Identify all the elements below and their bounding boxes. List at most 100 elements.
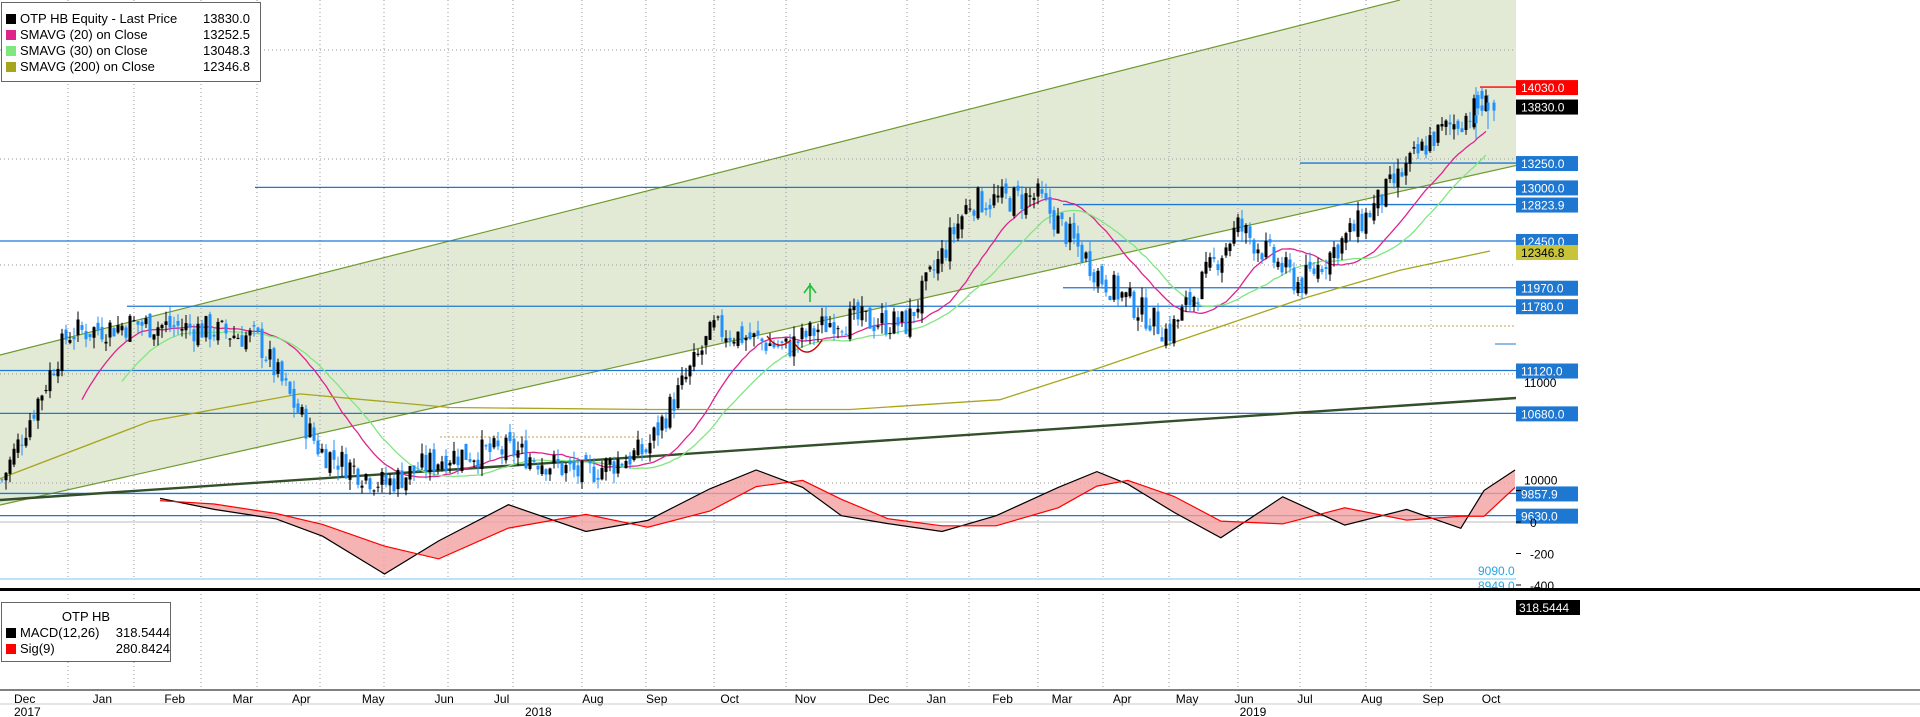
candle-body: [188, 323, 192, 328]
candle-body: [960, 216, 964, 230]
level-label: 9630.0: [1521, 510, 1558, 524]
level-label-last-bg: [1516, 99, 1578, 115]
candle-body: [1336, 244, 1340, 259]
candle-body: [1264, 240, 1268, 258]
candle-body: [56, 368, 60, 377]
candle-body: [652, 427, 656, 441]
candle-body: [1128, 288, 1132, 297]
candle-body: [20, 444, 24, 446]
candle-body: [1268, 239, 1272, 243]
candle-body: [1004, 183, 1008, 194]
candle-body: [16, 439, 20, 453]
candle-body: [1388, 174, 1392, 180]
candle-body: [152, 334, 156, 340]
candle-body: [300, 407, 304, 415]
candle-body: [1484, 95, 1488, 111]
candle-body: [1452, 124, 1456, 130]
candle-body: [1208, 257, 1212, 268]
x-month-label: Mar: [1052, 692, 1073, 706]
candle-body: [1474, 115, 1478, 124]
candle-body: [868, 307, 872, 329]
level-label-bg: [1516, 363, 1578, 379]
axis-background: [1516, 0, 1920, 590]
moving-averages: [0, 130, 1491, 480]
candle-body: [28, 420, 32, 438]
candle-body: [1132, 291, 1136, 319]
candle-body: [1476, 95, 1480, 109]
candle-body: [736, 331, 740, 346]
legend-swatch: [6, 62, 16, 72]
candle-body: [1448, 122, 1452, 125]
candle-body: [1400, 172, 1404, 177]
candle-body: [268, 349, 272, 360]
candle-body: [348, 462, 352, 480]
candle-body: [1124, 292, 1128, 298]
candle-body: [524, 440, 528, 469]
candle-body: [296, 403, 300, 413]
candle-body: [1420, 141, 1424, 151]
candle-body: [784, 338, 788, 342]
candle-body: [1160, 337, 1164, 342]
candle-body: [248, 330, 252, 336]
candle-body: [240, 335, 244, 347]
candle-body: [264, 359, 268, 361]
candle-body: [540, 465, 544, 475]
level-label: 11780.0: [1521, 300, 1564, 314]
macd-legend-label: MACD(12,26): [20, 625, 100, 640]
candle-body: [92, 327, 96, 338]
candle-body: [484, 445, 488, 447]
candle-body: [1486, 102, 1490, 111]
candle-body: [388, 478, 392, 486]
candle-body: [60, 333, 64, 371]
candle-body: [776, 345, 780, 347]
candle-body: [920, 280, 924, 314]
candle-body: [848, 308, 852, 340]
candle-body: [836, 328, 840, 330]
candle-body: [628, 455, 632, 465]
candle-body: [732, 341, 736, 344]
candle-body: [1164, 328, 1168, 346]
candle-body: [1256, 249, 1260, 254]
legend-label: OTP HB Equity - Last Price: [20, 11, 178, 26]
candle-body: [1288, 259, 1292, 268]
candle-body: [1060, 212, 1064, 220]
candle-body: [980, 191, 984, 213]
candle-body: [744, 337, 748, 341]
candle-body: [1116, 275, 1120, 300]
candle-body: [1144, 297, 1148, 329]
candle-body: [196, 323, 200, 346]
candle-body: [372, 490, 376, 492]
macd-panel: 0 -200 -400 318.5444: [0, 469, 1920, 691]
candle-body: [1360, 213, 1364, 232]
candle-body: [220, 320, 224, 322]
candle-body: [1204, 261, 1208, 274]
candle-body: [272, 348, 276, 376]
candle-body: [308, 423, 312, 438]
level-label-sma200: 12346.8: [1521, 246, 1565, 260]
candle-body: [480, 439, 484, 470]
candle-body: [112, 328, 116, 337]
candle-body: [932, 269, 936, 271]
candle-body: [988, 204, 992, 210]
candle-body: [1332, 247, 1336, 258]
candle-body: [1260, 253, 1264, 260]
candle-body: [1444, 120, 1448, 127]
candle-body: [948, 227, 952, 262]
axis-tick-label-faint: 9090.0: [1478, 564, 1515, 578]
candle-body: [1156, 311, 1160, 334]
macd-tick-label: 0: [1530, 516, 1537, 530]
candle-body: [672, 399, 676, 411]
candle-body: [52, 373, 56, 376]
candle-body: [312, 427, 316, 441]
candle-body: [236, 337, 240, 339]
candle-body: [1352, 223, 1356, 232]
candle-body: [548, 468, 552, 475]
candle-body: [68, 340, 72, 343]
candle-body: [1064, 222, 1068, 245]
curve-annotation: [766, 335, 792, 346]
candle-body: [624, 460, 628, 469]
candle-body: [532, 460, 536, 462]
candle-body: [148, 313, 152, 338]
candle-body: [12, 448, 16, 465]
candle-body: [1036, 183, 1040, 197]
